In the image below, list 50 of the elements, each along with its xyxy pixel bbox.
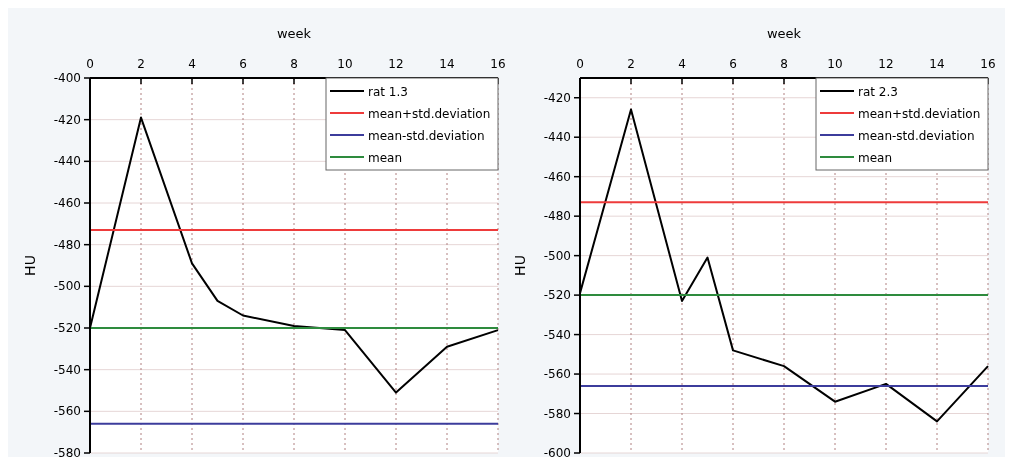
x-tick-label: 10 xyxy=(337,57,353,71)
y-tick-label: -500 xyxy=(53,279,81,294)
legend-label: mean+std.deviation xyxy=(368,107,491,121)
x-tick-label: 12 xyxy=(388,57,404,71)
y-tick-label: -560 xyxy=(543,367,571,382)
y-axis-title: HU xyxy=(512,255,528,276)
x-tick-label: 14 xyxy=(929,57,945,71)
y-tick-label: -580 xyxy=(543,406,571,421)
legend-label: mean-std.deviation xyxy=(858,129,975,143)
y-tick-label: -600 xyxy=(543,446,571,457)
x-tick-label: 4 xyxy=(188,57,196,71)
x-tick-label: 14 xyxy=(439,57,455,71)
x-tick-label: 8 xyxy=(290,57,298,71)
y-tick-label: -560 xyxy=(53,404,81,419)
y-tick-label: -480 xyxy=(53,237,81,252)
y-tick-label: -480 xyxy=(543,209,571,224)
x-axis-title: week xyxy=(766,26,802,41)
y-tick-label: -440 xyxy=(53,154,81,169)
x-tick-label: 4 xyxy=(678,57,686,71)
y-tick-label: -440 xyxy=(543,130,571,145)
x-tick-label: 2 xyxy=(627,57,635,71)
x-tick-label: 8 xyxy=(780,57,788,71)
y-tick-label: -540 xyxy=(53,362,81,377)
x-tick-label: 6 xyxy=(239,57,247,71)
x-tick-label: 2 xyxy=(137,57,145,71)
x-tick-label: 10 xyxy=(827,57,843,71)
y-axis-title: HU xyxy=(22,255,38,276)
x-tick-label: 0 xyxy=(576,57,584,71)
x-tick-label: 16 xyxy=(490,57,506,71)
y-tick-label: -460 xyxy=(53,196,81,210)
x-tick-label: 16 xyxy=(980,57,996,71)
y-tick-label: -520 xyxy=(53,321,81,335)
y-tick-label: -500 xyxy=(543,248,571,263)
x-tick-label: 0 xyxy=(86,57,94,71)
y-tick-label: -540 xyxy=(543,327,571,342)
x-axis-title: week xyxy=(276,26,312,41)
y-tick-label: -460 xyxy=(543,169,571,184)
y-tick-label: -520 xyxy=(543,288,571,303)
legend-label: mean xyxy=(368,151,403,165)
y-tick-label: -580 xyxy=(53,446,81,457)
y-tick-label: -420 xyxy=(543,90,571,105)
legend-label: mean xyxy=(858,151,893,165)
legend-label: mean-std.deviation xyxy=(368,129,485,143)
legend-label: rat 2.3 xyxy=(858,85,898,99)
y-tick-label: -400 xyxy=(53,71,81,85)
y-tick-label: -420 xyxy=(53,112,81,127)
legend-label: mean+std.deviation xyxy=(858,107,981,121)
x-tick-label: 12 xyxy=(878,57,894,71)
x-tick-label: 6 xyxy=(729,57,737,71)
legend-label: rat 1.3 xyxy=(368,85,408,99)
